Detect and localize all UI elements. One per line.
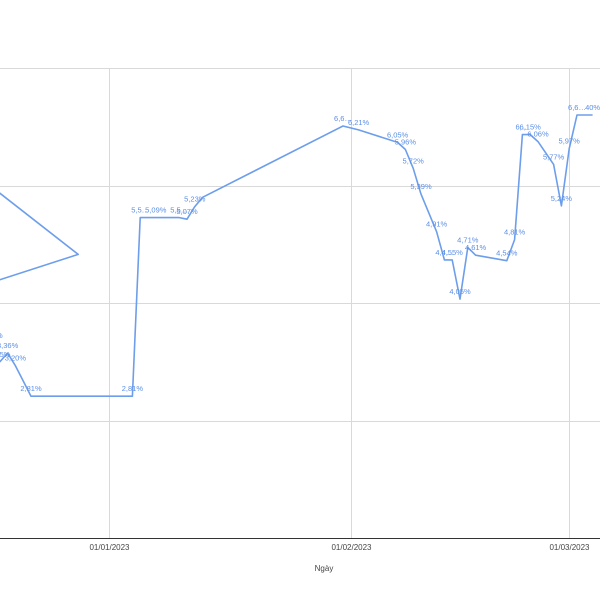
data-label: 5,77% — [543, 152, 565, 161]
data-label: 5,5… — [170, 206, 188, 215]
data-label: 6,06% — [527, 130, 549, 139]
data-label: 4,71% — [457, 235, 479, 244]
data-label: 6,… — [516, 123, 530, 132]
data-label: 5,09% — [145, 206, 167, 215]
data-label: 3,25% — [0, 350, 11, 359]
data-label: 3,36% — [0, 341, 19, 350]
gridlines — [0, 68, 600, 538]
data-label: 6,6… — [568, 103, 586, 112]
data-label: 5,23% — [184, 195, 206, 204]
data-label: 5,07% — [176, 207, 198, 216]
x-axis-title: Ngày — [315, 564, 334, 573]
series-line-group — [0, 114, 593, 397]
data-label: 6,21% — [348, 118, 370, 127]
data-label: 4,81% — [504, 228, 526, 237]
data-label: 6,15% — [520, 123, 542, 132]
data-label: 3,20% — [5, 354, 27, 363]
data-label-group: 4,62%4,04%3,94%3,77%3,49%3,25%3,36%3,20%… — [0, 103, 600, 393]
data-label: 3,49% — [0, 331, 3, 340]
x-tick-label: 01/01/2023 — [89, 543, 130, 552]
data-label: 6,05% — [387, 130, 409, 139]
data-label: 5,24% — [551, 194, 573, 203]
data-label: 4,55% — [442, 248, 464, 257]
series-line — [0, 114, 593, 397]
data-label: 4,61% — [465, 243, 487, 252]
data-label: 5,5… — [131, 206, 149, 215]
data-label: 2,81% — [20, 384, 42, 393]
data-label: 4,54% — [496, 249, 518, 258]
x-tick-label: 01/03/2023 — [549, 543, 590, 552]
x-axis: 01/01/2023 01/02/2023 01/03/2023 — [0, 538, 600, 552]
data-label: 4,05% — [449, 287, 471, 296]
data-label: 5,97% — [559, 137, 581, 146]
data-label: 5,72% — [403, 156, 425, 165]
data-label: 5,39% — [410, 182, 432, 191]
data-label: 4,4… — [435, 248, 453, 257]
data-label: 2,81% — [122, 384, 144, 393]
data-label: 6,6… — [334, 114, 352, 123]
data-label: 5,96% — [395, 138, 417, 147]
data-label: 40% — [585, 103, 600, 112]
x-tick-label: 01/02/2023 — [331, 543, 372, 552]
data-label: 4,91% — [426, 220, 448, 229]
